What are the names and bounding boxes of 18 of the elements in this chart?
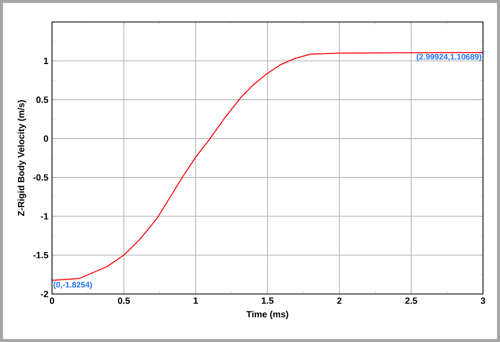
- x-tick-label: 0.5: [118, 298, 130, 304]
- x-tick-label: 1: [194, 298, 198, 304]
- annotation: (2.99924,1.10689): [416, 54, 482, 62]
- x-tick-label: 2.5: [405, 298, 418, 304]
- x-tick-label: 2: [337, 298, 342, 304]
- y-tick-label: 1: [44, 58, 48, 64]
- x-axis-title: Time (ms): [246, 310, 288, 320]
- y-tick-label: -2: [40, 290, 48, 298]
- x-tick-label: 3: [480, 298, 486, 304]
- annotation: (0,-1.8254): [54, 282, 92, 290]
- y-tick-label: -0.5: [33, 174, 48, 181]
- y-axis-title: Z-Rigid Body Velocity (m/s): [18, 100, 26, 216]
- x-tick-label: 0: [50, 298, 54, 304]
- y-tick-label: -1: [40, 213, 48, 220]
- y-tick-label: -1.5: [33, 252, 48, 258]
- y-tick-label: 0: [44, 135, 48, 142]
- y-tick-label: 0.5: [36, 96, 48, 103]
- x-tick-label: 1.5: [262, 298, 274, 304]
